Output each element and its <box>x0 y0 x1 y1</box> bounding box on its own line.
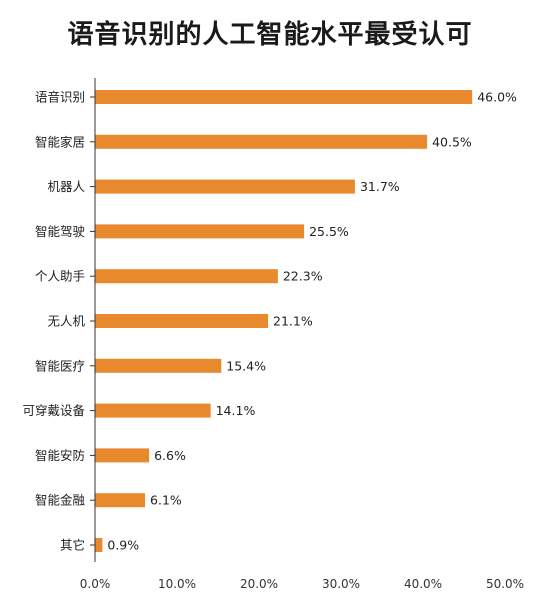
bar <box>95 224 305 239</box>
category-label: 智能医疗 <box>35 358 85 373</box>
value-label: 25.5% <box>309 224 349 239</box>
value-label: 46.0% <box>477 90 517 105</box>
x-tick-label: 10.0% <box>158 577 196 591</box>
bar <box>95 448 150 463</box>
value-label: 31.7% <box>360 179 400 194</box>
bar <box>95 90 473 104</box>
bars-layer: 46.0% 40.5% 31.7% 25.5% 22.3% 21.1% 15.4% 14.1%… <box>95 90 517 553</box>
category-label: 智能家居 <box>35 134 85 149</box>
value-label: 21.1% <box>273 314 313 329</box>
category-label: 个人助手 <box>35 269 85 284</box>
value-label: 22.3% <box>283 269 323 284</box>
bar <box>95 538 103 552</box>
bar <box>95 269 278 284</box>
value-label: 14.1% <box>216 403 256 418</box>
bar <box>95 493 146 508</box>
bar <box>95 134 428 149</box>
value-label: 0.9% <box>107 538 139 553</box>
value-label: 15.4% <box>226 358 266 373</box>
category-label: 无人机 <box>47 314 85 329</box>
chart-title: 语音识别的人工智能水平最受认可 <box>67 20 473 50</box>
x-tick-label: 50.0% <box>486 577 524 591</box>
category-label: 智能驾驶 <box>35 224 86 239</box>
x-tick-label: 30.0% <box>322 577 360 591</box>
category-label: 语音识别 <box>35 90 85 105</box>
category-label: 可穿戴设备 <box>22 403 85 418</box>
bar <box>95 179 355 194</box>
x-tick-label: 20.0% <box>240 577 278 591</box>
value-label: 40.5% <box>432 134 472 149</box>
bar <box>95 314 269 328</box>
x-tick-label: 40.0% <box>404 577 442 591</box>
bar <box>95 358 222 373</box>
category-label: 机器人 <box>47 179 85 194</box>
category-label: 智能金融 <box>35 493 86 508</box>
value-label: 6.1% <box>150 493 182 508</box>
value-label: 6.6% <box>154 448 186 463</box>
category-label: 智能安防 <box>35 448 85 463</box>
category-label: 其它 <box>60 538 85 553</box>
x-tick-label: 0.0% <box>80 577 111 591</box>
bar <box>95 403 211 418</box>
axis-layer: 语音识别智能家居机器人智能驾驶个人助手无人机智能医疗可穿戴设备智能安防智能金融其… <box>22 78 524 591</box>
